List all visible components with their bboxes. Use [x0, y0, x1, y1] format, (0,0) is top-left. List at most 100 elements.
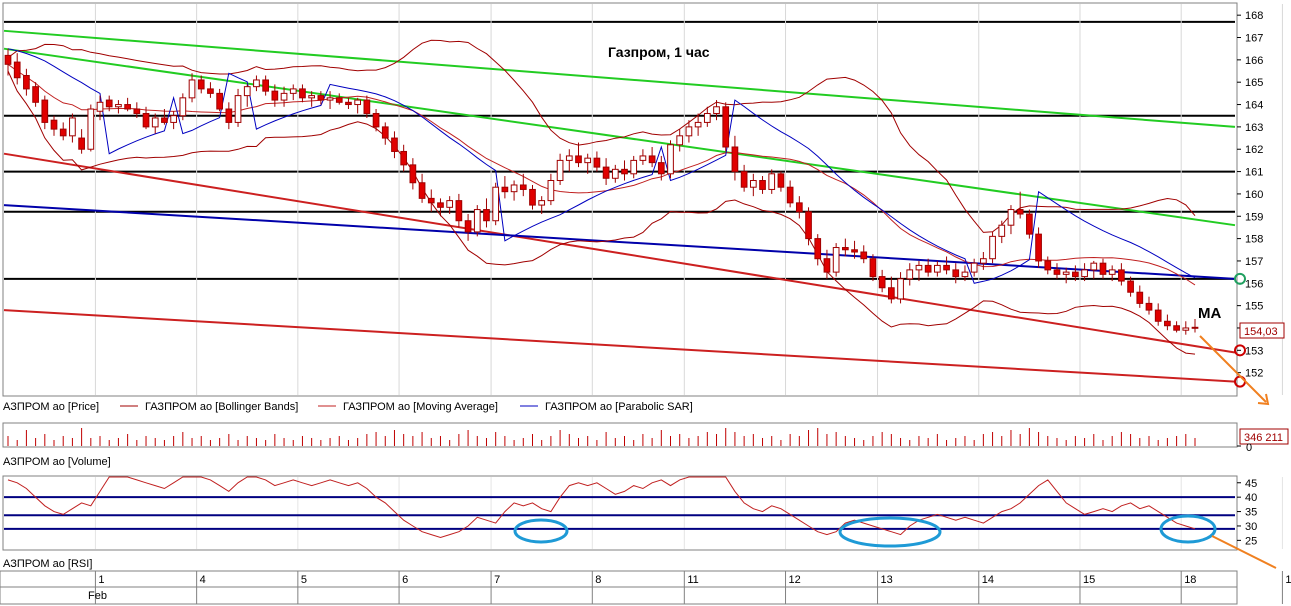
- candle-body: [676, 135, 684, 146]
- candle: [179, 93, 187, 121]
- candle: [23, 68, 30, 96]
- candle: [455, 193, 463, 228]
- candle-body: [23, 74, 30, 90]
- candle: [13, 53, 21, 85]
- candle-body: [703, 112, 711, 123]
- candle: [289, 84, 297, 101]
- candle-body: [1127, 280, 1134, 293]
- day-tick-label: 5: [301, 574, 307, 586]
- volume-axis-tick: 0: [1246, 442, 1252, 454]
- candle: [354, 97, 362, 114]
- candle-body: [648, 155, 656, 164]
- day-tick-label: 11: [687, 574, 698, 586]
- candle: [473, 205, 481, 237]
- marker-circle: [1234, 272, 1246, 285]
- candle: [749, 173, 757, 197]
- candle-body: [473, 209, 481, 233]
- candle-body: [639, 155, 647, 161]
- candle-body: [1164, 320, 1171, 327]
- candle-body: [1191, 326, 1199, 329]
- candle-body: [722, 106, 730, 148]
- candle: [243, 84, 251, 107]
- candle-body: [786, 186, 794, 204]
- candle: [1099, 258, 1107, 279]
- day-tick-label: 8: [595, 574, 601, 586]
- candle: [1145, 296, 1153, 315]
- candle-body: [335, 97, 343, 103]
- candle: [381, 122, 389, 145]
- candle-body: [1016, 209, 1024, 215]
- candle-body: [32, 86, 39, 103]
- candle-body: [1118, 269, 1125, 282]
- blue-trendline: [3, 204, 1236, 280]
- candle: [225, 102, 233, 130]
- red-trendline: [3, 309, 1236, 383]
- day-tick-label: 4: [200, 574, 206, 586]
- candle-body: [345, 101, 352, 106]
- candle-body: [713, 106, 720, 114]
- candle: [335, 93, 343, 105]
- candle-body: [998, 224, 1006, 237]
- candle-body: [897, 278, 904, 300]
- candle: [897, 272, 904, 304]
- candle-body: [906, 269, 914, 280]
- candle-body: [151, 117, 159, 128]
- candle: [1016, 191, 1024, 219]
- candle-body: [869, 258, 877, 278]
- day-tick-label: 15: [1083, 574, 1095, 586]
- candle: [446, 196, 454, 215]
- candle: [197, 75, 205, 94]
- legend-volume: АЗПРОМ ao [Volume]: [3, 456, 111, 468]
- candle-body: [805, 211, 812, 240]
- candle-body: [418, 182, 426, 199]
- candle: [832, 243, 840, 277]
- candle: [851, 240, 858, 259]
- candle: [418, 173, 426, 203]
- last-price-label: 154,03: [1244, 326, 1278, 338]
- candle: [115, 100, 122, 114]
- candle-body: [1154, 309, 1162, 322]
- candle: [713, 100, 720, 121]
- candle-body: [943, 264, 950, 271]
- candle: [271, 84, 279, 107]
- candle-body: [170, 115, 177, 123]
- candle: [1090, 260, 1098, 279]
- candle: [372, 109, 380, 132]
- candle-body: [887, 287, 895, 300]
- candle-body: [105, 99, 113, 108]
- candle-body: [133, 108, 141, 114]
- candle: [299, 84, 306, 103]
- day-tick-label: 7: [494, 574, 500, 586]
- day-tick-label: 18: [1184, 574, 1196, 586]
- candle-body: [961, 271, 969, 278]
- price-tick-label: 168: [1245, 10, 1263, 22]
- rsi-tick-label: 35: [1245, 507, 1257, 519]
- candle: [795, 196, 803, 219]
- candle: [234, 88, 242, 127]
- candle-body: [142, 112, 150, 128]
- candle: [878, 269, 886, 293]
- candle: [492, 182, 500, 226]
- candle-body: [501, 186, 509, 193]
- legend-bollinger: ГАЗПРОМ ао [Bollinger Bands]: [145, 401, 298, 413]
- legend-rsi: АЗПРОМ ao [RSI]: [3, 558, 92, 570]
- candle-body: [299, 88, 306, 99]
- volume-label-box: [1239, 428, 1289, 445]
- bollinger-lower: [7, 70, 1196, 355]
- candle-body: [1072, 271, 1079, 278]
- candle: [547, 173, 555, 206]
- candle-body: [657, 162, 665, 175]
- candle: [768, 169, 776, 194]
- legend-price: АЗПРОМ ao [Price]: [3, 401, 99, 413]
- candle: [915, 260, 923, 282]
- candle-body: [611, 168, 619, 179]
- candle: [207, 82, 214, 98]
- candle-body: [823, 258, 831, 273]
- price-tick-label: 163: [1245, 122, 1263, 134]
- candle-body: [1007, 209, 1015, 226]
- price-tick-label: 156: [1245, 278, 1263, 290]
- candle-body: [13, 61, 21, 79]
- candle: [989, 231, 996, 264]
- rsi-tick-label: 30: [1245, 521, 1257, 533]
- candle: [823, 249, 831, 279]
